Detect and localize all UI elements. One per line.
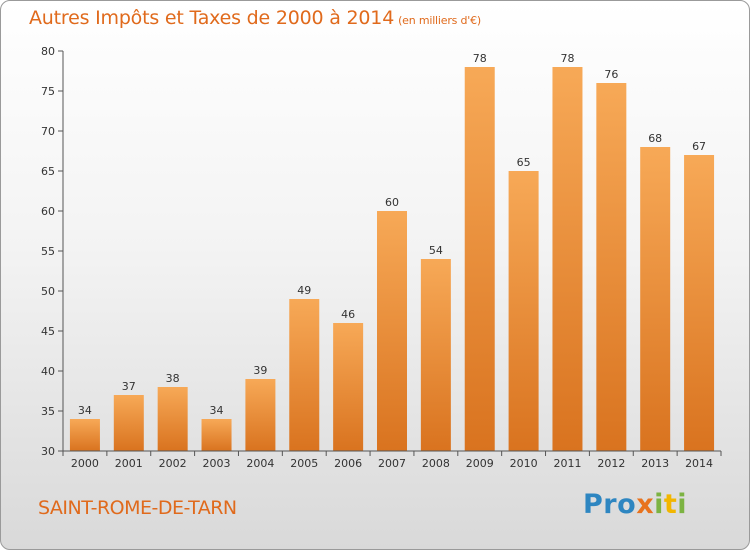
bar-2013 <box>640 147 671 451</box>
bar-2014 <box>684 155 715 451</box>
bar-2000 <box>69 419 100 451</box>
x-tick-label-2005: 2005 <box>290 457 318 470</box>
bar-2011 <box>552 67 583 451</box>
x-tick-label-2004: 2004 <box>246 457 274 470</box>
value-label-2010: 65 <box>517 156 531 169</box>
y-tick-label-50: 50 <box>41 285 55 298</box>
axes-layer: 30 35 40 45 50 55 60 65 70 75 80 2000 2001 2002 2003 20… <box>41 45 722 470</box>
value-label-2004: 39 <box>253 364 267 377</box>
bar-2006 <box>333 323 364 451</box>
value-label-2003: 34 <box>210 404 224 417</box>
x-tick-label-2002: 2002 <box>159 457 187 470</box>
value-label-2013: 68 <box>648 132 662 145</box>
y-tick-label-65: 65 <box>41 165 55 178</box>
x-tick-label-2010: 2010 <box>510 457 538 470</box>
y-tick-label-45: 45 <box>41 325 55 338</box>
proxiti-logo[interactable]: Proxiti <box>583 489 687 520</box>
bar-2009 <box>464 67 495 451</box>
value-label-2002: 38 <box>166 372 180 385</box>
bar-2003 <box>201 419 232 451</box>
value-label-2005: 49 <box>297 284 311 297</box>
y-tick-label-55: 55 <box>41 245 55 258</box>
value-label-2008: 54 <box>429 244 443 257</box>
bar-2004 <box>245 379 276 451</box>
x-tick-label-2001: 2001 <box>115 457 143 470</box>
x-tick-label-2009: 2009 <box>466 457 494 470</box>
x-tick-label-2000: 2000 <box>71 457 99 470</box>
logo-letter-4: i <box>654 489 664 520</box>
value-label-2007: 60 <box>385 196 399 209</box>
x-tick-label-2006: 2006 <box>334 457 362 470</box>
chart-title-text: Autres Impôts et Taxes de 2000 à 2014 <box>29 7 395 29</box>
x-tick-label-2003: 2003 <box>203 457 231 470</box>
value-label-2012: 76 <box>604 68 618 81</box>
bar-2002 <box>157 387 188 451</box>
x-tick-label-2008: 2008 <box>422 457 450 470</box>
x-tick-label-2011: 2011 <box>553 457 581 470</box>
value-label-2000: 34 <box>78 404 92 417</box>
bar-2012 <box>596 83 627 451</box>
logo-letter-1: r <box>603 489 618 520</box>
bar-2008 <box>420 259 451 451</box>
x-tick-label-2013: 2013 <box>641 457 669 470</box>
x-tick-label-2012: 2012 <box>597 457 625 470</box>
bars-layer: 34 37 38 34 39 49 46 60 54 78 65 78 76 68 67 <box>69 52 715 451</box>
value-label-2014: 67 <box>692 140 706 153</box>
value-label-2009: 78 <box>473 52 487 65</box>
chart-subtitle: (en milliers d'€) <box>398 14 481 27</box>
y-tick-label-70: 70 <box>41 125 55 138</box>
bar-2001 <box>113 395 144 451</box>
bar-2005 <box>289 299 320 451</box>
commune-name: SAINT-ROME-DE-TARN <box>38 497 237 519</box>
chart-title: Autres Impôts et Taxes de 2000 à 2014 (en… <box>29 7 481 29</box>
logo-letter-2: o <box>617 489 637 520</box>
bar-2010 <box>508 171 539 451</box>
logo-letter-5: t <box>663 489 678 520</box>
value-label-2006: 46 <box>341 308 355 321</box>
logo-letter-0: P <box>583 489 604 520</box>
value-label-2011: 78 <box>560 52 574 65</box>
y-tick-label-75: 75 <box>41 85 55 98</box>
y-tick-label-30: 30 <box>41 445 55 458</box>
value-label-2001: 37 <box>122 380 136 393</box>
y-tick-label-35: 35 <box>41 405 55 418</box>
y-tick-label-60: 60 <box>41 205 55 218</box>
y-tick-label-40: 40 <box>41 365 55 378</box>
logo-letter-6: i <box>677 489 688 520</box>
bar-2007 <box>377 211 407 451</box>
y-tick-label-80: 80 <box>41 45 55 58</box>
logo-letter-3: x <box>636 489 655 520</box>
x-tick-label-2007: 2007 <box>378 457 406 470</box>
x-tick-label-2014: 2014 <box>685 457 713 470</box>
